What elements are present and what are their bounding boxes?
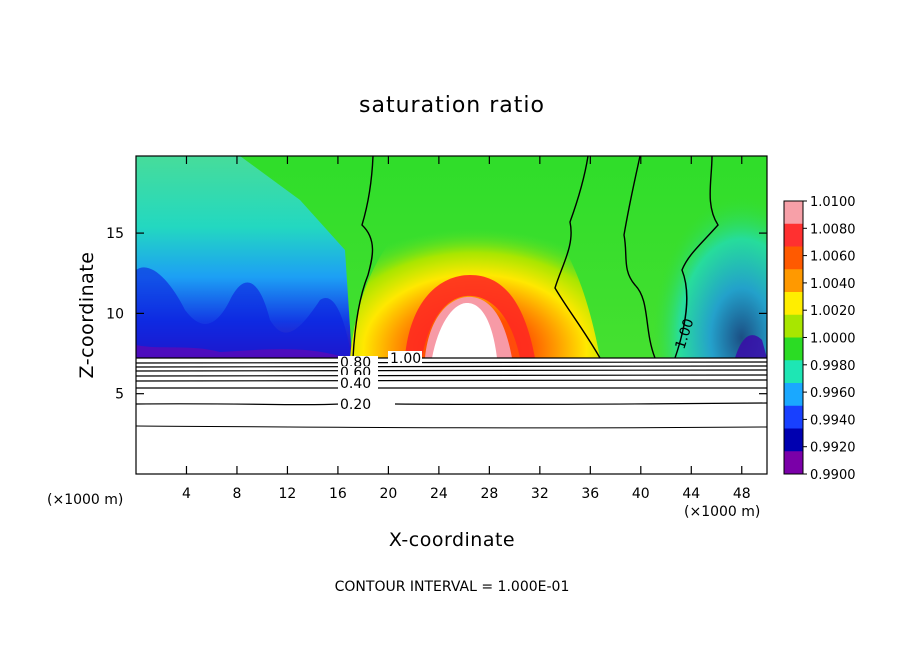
colorbar-swatch bbox=[784, 269, 803, 293]
colorbar-label: 0.9960 bbox=[810, 386, 856, 401]
contour-line bbox=[623, 156, 656, 359]
contour-line bbox=[554, 156, 601, 359]
x-axis-unit: (×1000 m) bbox=[684, 504, 760, 520]
x-tick-label: 4 bbox=[182, 486, 191, 502]
field-warm-dome bbox=[350, 190, 600, 358]
contour-line bbox=[136, 402, 767, 406]
chart-title: saturation ratio bbox=[359, 93, 545, 118]
saturation-field bbox=[136, 156, 767, 358]
contour-line bbox=[136, 387, 767, 389]
colorbar-label: 1.0020 bbox=[810, 304, 856, 319]
contour-label: 1.00 bbox=[390, 351, 421, 367]
y-tick-label: 5 bbox=[115, 387, 124, 403]
x-tick-label: 36 bbox=[581, 486, 599, 502]
colorbar-swatch bbox=[784, 223, 803, 247]
x-axis-label: X-coordinate bbox=[389, 529, 515, 551]
contour-line bbox=[136, 369, 767, 372]
plot-area: 0.80 1.00 0.60 0.40 0.20 1.00 bbox=[136, 156, 767, 474]
colorbar-swatch bbox=[784, 405, 803, 429]
x-tick-label: 32 bbox=[531, 486, 549, 502]
y-tick-label: 10 bbox=[106, 306, 124, 322]
x-tick-label: 12 bbox=[279, 486, 297, 502]
contour-line bbox=[352, 156, 374, 359]
y-tick-label: 15 bbox=[106, 226, 124, 242]
x-tick-label: 20 bbox=[379, 486, 397, 502]
field-left-low bbox=[136, 156, 352, 358]
colorbar-label: 1.0000 bbox=[810, 332, 856, 347]
colorbar-label: 0.9980 bbox=[810, 359, 856, 374]
cloud-hole bbox=[432, 302, 497, 358]
contour-line bbox=[136, 365, 767, 368]
field-red-ring bbox=[405, 275, 535, 358]
y-axis-label: Z-coordinate bbox=[76, 252, 98, 379]
z-axis-unit: (×1000 m) bbox=[47, 492, 123, 508]
colorbar-swatch bbox=[784, 201, 803, 225]
x-tick-label: 48 bbox=[733, 486, 751, 502]
field-surface-purple-right bbox=[735, 335, 767, 358]
colorbar-swatch bbox=[784, 383, 803, 407]
x-tick-label: 44 bbox=[682, 486, 700, 502]
contour-line bbox=[136, 379, 767, 382]
colorbar-label: 1.0100 bbox=[810, 195, 856, 210]
colorbar-label: 0.9920 bbox=[810, 441, 856, 456]
plot-frame bbox=[135, 155, 768, 475]
contour-interval-note: CONTOUR INTERVAL = 1.000E-01 bbox=[335, 579, 570, 595]
colorbar-label: 0.9940 bbox=[810, 413, 856, 428]
colorbar-label: 1.0060 bbox=[810, 250, 856, 265]
colorbar-label: 1.0080 bbox=[810, 222, 856, 237]
x-tick-label: 40 bbox=[632, 486, 650, 502]
contour-labels: 0.80 1.00 0.60 0.40 0.20 1.00 bbox=[338, 317, 697, 413]
colorbar-swatch bbox=[784, 292, 803, 316]
x-tick-label: 8 bbox=[232, 486, 241, 502]
x-axis-ticks: 4 8 12 16 20 24 28 32 36 40 44 48 bbox=[182, 156, 751, 502]
colorbar-swatch bbox=[784, 428, 803, 452]
colorbar-swatch bbox=[784, 337, 803, 361]
contour-lines-upper bbox=[352, 156, 719, 359]
contour-label: 0.20 bbox=[340, 397, 371, 413]
x-tick-label: 24 bbox=[430, 486, 448, 502]
field-right-cyan bbox=[640, 156, 767, 358]
x-tick-label: 28 bbox=[480, 486, 498, 502]
colorbar-swatch bbox=[784, 451, 803, 475]
colorbar-label: 0.9900 bbox=[810, 468, 856, 483]
colorbar-swatch bbox=[784, 314, 803, 338]
contour-line bbox=[136, 374, 767, 377]
field-left-dark-lobes bbox=[136, 267, 352, 358]
colorbar-label: 1.0040 bbox=[810, 277, 856, 292]
colorbar-swatch bbox=[784, 360, 803, 384]
y-axis-ticks: 5 10 15 bbox=[106, 226, 767, 403]
field-surface-purple-left bbox=[136, 345, 345, 358]
contour-line bbox=[136, 425, 767, 429]
colorbar: 1.0100 1.0080 1.0060 1.0040 1.0020 1.0000 0.99… bbox=[783, 195, 856, 483]
colorbar-swatch bbox=[784, 246, 803, 270]
contour-line bbox=[674, 156, 719, 359]
contour-label: 0.40 bbox=[340, 376, 371, 392]
x-tick-label: 16 bbox=[329, 486, 347, 502]
